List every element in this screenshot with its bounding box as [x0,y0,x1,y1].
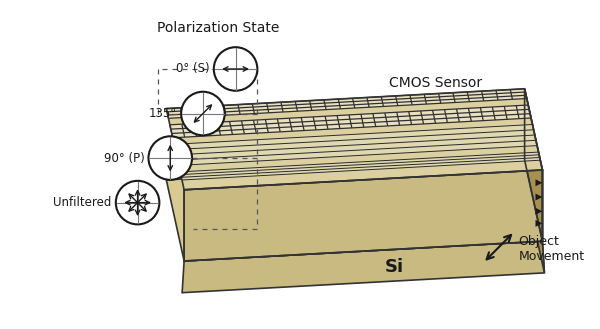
Polygon shape [180,152,540,180]
Text: 0° (S): 0° (S) [176,63,210,75]
Text: Polarization State: Polarization State [157,21,279,36]
Polygon shape [166,89,542,190]
Polygon shape [524,160,544,273]
Polygon shape [170,105,531,138]
Polygon shape [535,179,542,186]
Circle shape [116,181,160,224]
Polygon shape [535,220,542,227]
Polygon shape [535,193,542,200]
Circle shape [148,136,192,180]
Text: Si: Si [385,258,404,276]
Text: 90° (P): 90° (P) [104,152,145,164]
Polygon shape [184,170,542,261]
Polygon shape [170,105,531,138]
Polygon shape [169,98,528,125]
Polygon shape [182,160,542,190]
Polygon shape [174,124,537,165]
Text: Object
Movement: Object Movement [518,235,585,263]
Circle shape [181,92,224,135]
Circle shape [214,47,257,91]
Polygon shape [166,89,527,118]
Text: 135°: 135° [149,107,177,120]
Polygon shape [524,89,542,241]
Polygon shape [182,241,544,293]
Polygon shape [535,208,542,215]
Polygon shape [166,89,527,118]
Text: Unfiltered: Unfiltered [53,196,112,209]
Text: CMOS Sensor: CMOS Sensor [389,76,482,90]
Polygon shape [179,146,539,172]
Polygon shape [166,160,542,261]
Polygon shape [173,118,532,144]
